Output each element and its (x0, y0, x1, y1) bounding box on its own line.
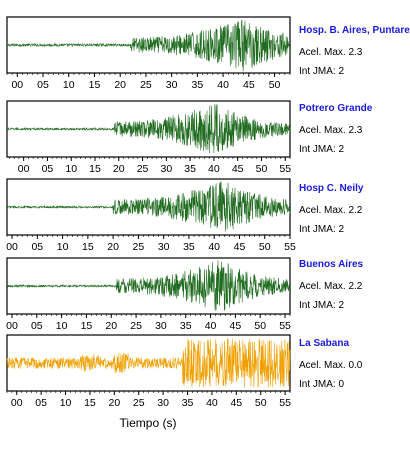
x-tick-label: 20 (105, 320, 117, 332)
x-axis-label: Tiempo (s) (120, 416, 177, 430)
waveform-trace (6, 104, 291, 154)
jma-intensity: Int JMA: 2 (299, 224, 344, 235)
station-name: Buenos Aires (299, 259, 364, 270)
x-tick-label: 50 (255, 397, 267, 409)
x-tick-label: 35 (184, 163, 196, 175)
x-tick-label: 20 (114, 79, 126, 91)
panel-1: 00 05 10 15 20 25 30 35 40 45 50 Hosp. B. Aires, Pu… (6, 16, 410, 91)
x-tick-label: 45 (232, 163, 244, 175)
panel-5: 00 05 10 15 20 25 30 35 40 45 50 55 La Sabana Acel. M… (6, 334, 363, 409)
seismogram-panels: 00 05 10 15 20 25 30 35 40 45 50 Hosp. B. Aires, Pu… (6, 16, 410, 409)
x-tick-label: 40 (217, 79, 229, 91)
x-tick-label: 00 (6, 241, 18, 253)
x-tick-label: 25 (140, 79, 152, 91)
jma-intensity: Int JMA: 2 (299, 144, 344, 155)
x-tick-label: 25 (133, 397, 145, 409)
panel-3: 00 05 10 15 20 25 30 35 40 45 50 55 Hosp C. Neily Ace… (6, 178, 364, 253)
x-tick-label: 00 (18, 163, 30, 175)
waveform-trace (6, 19, 291, 72)
x-tick-label: 10 (57, 241, 69, 253)
x-tick-label: 25 (137, 163, 149, 175)
jma-intensity: Int JMA: 0 (299, 379, 344, 390)
x-tick-label: 55 (279, 163, 291, 175)
x-tick-label: 40 (206, 397, 218, 409)
x-tick-label: 10 (60, 397, 72, 409)
x-tick-label: 00 (11, 79, 23, 91)
x-tick-label: 40 (205, 320, 217, 332)
x-tick-label: 35 (192, 79, 204, 91)
x-tick-label: 30 (166, 79, 178, 91)
x-tick-label: 25 (130, 320, 142, 332)
x-tick-label: 40 (208, 163, 220, 175)
x-tick-label: 15 (81, 320, 93, 332)
x-tick-label: 05 (31, 320, 43, 332)
x-tick-label: 10 (56, 320, 68, 332)
x-tick-label: 55 (279, 397, 291, 409)
waveform-trace (6, 338, 291, 388)
x-tick-label: 35 (180, 320, 192, 332)
x-tick-label: 45 (243, 79, 255, 91)
x-tick-label: 50 (259, 241, 271, 253)
x-tick-label: 20 (107, 241, 119, 253)
x-tick-label: 55 (284, 241, 296, 253)
x-tick-label: 30 (158, 241, 170, 253)
x-tick-label: 50 (254, 320, 266, 332)
x-tick-label: 35 (182, 397, 194, 409)
station-name: La Sabana (299, 338, 349, 349)
x-tick-label: 20 (113, 163, 125, 175)
station-name: Potrero Grande (299, 103, 373, 114)
waveform-trace (6, 181, 291, 232)
x-tick-label: 05 (37, 79, 49, 91)
x-tick-label: 50 (269, 79, 281, 91)
x-tick-label: 05 (42, 163, 54, 175)
station-name: Hosp. B. Aires, Puntare (299, 25, 410, 36)
x-tick-label: 25 (133, 241, 145, 253)
panel-4: 00 05 10 15 20 25 30 35 40 45 50 55 Buenos Aires Acel… (6, 257, 364, 332)
x-tick-label: 45 (230, 397, 242, 409)
x-tick-label: 10 (63, 79, 75, 91)
max-acceleration: Acel. Max. 2.2 (299, 205, 363, 216)
x-tick-label: 15 (89, 163, 101, 175)
waveform-trace (6, 260, 291, 311)
station-name: Hosp C. Neily (299, 183, 364, 194)
x-tick-label: 15 (84, 397, 96, 409)
x-tick-label: 05 (35, 397, 47, 409)
x-tick-label: 30 (160, 163, 172, 175)
x-tick-label: 50 (256, 163, 268, 175)
jma-intensity: Int JMA: 2 (299, 300, 344, 311)
max-acceleration: Acel. Max. 2.3 (299, 125, 363, 136)
x-tick-label: 45 (234, 241, 246, 253)
x-tick-label: 10 (65, 163, 77, 175)
x-tick-label: 55 (279, 320, 291, 332)
x-tick-label: 30 (155, 320, 167, 332)
x-tick-label: 40 (208, 241, 220, 253)
x-tick-label: 35 (183, 241, 195, 253)
x-tick-label: 15 (82, 241, 94, 253)
x-tick-label: 30 (157, 397, 169, 409)
x-tick-label: 15 (89, 79, 101, 91)
x-tick-label: 45 (230, 320, 242, 332)
max-acceleration: Acel. Max. 2.2 (299, 281, 363, 292)
x-tick-label: 20 (109, 397, 121, 409)
x-tick-label: 05 (31, 241, 43, 253)
max-acceleration: Acel. Max. 2.3 (299, 47, 363, 58)
x-tick-label: 00 (6, 320, 18, 332)
jma-intensity: Int JMA: 2 (299, 66, 344, 77)
panel-2: 00 05 10 15 20 25 30 35 40 45 50 55 Potrero Grande Ac… (6, 100, 373, 175)
max-acceleration: Acel. Max. 0.0 (299, 360, 363, 371)
x-tick-label: 00 (11, 397, 23, 409)
